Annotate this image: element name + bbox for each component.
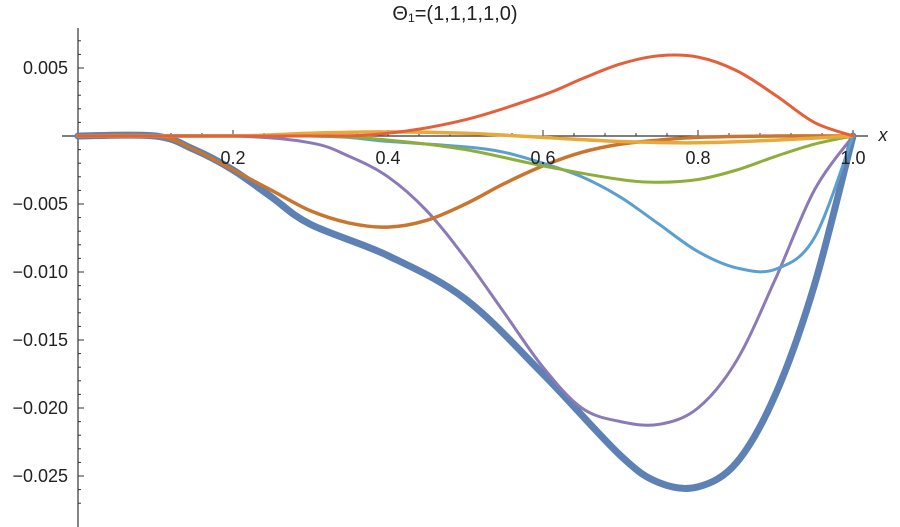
chart-title: Θ₁=(1,1,1,1,0) [392, 3, 517, 25]
x-tick-label: 0.4 [375, 148, 400, 168]
y-tick-label: −0.010 [12, 262, 68, 282]
tick-labels: 0.2 0.4 0.6 0.8 1.0 0.005 −0.005 −0.010 −0.015 −0… [12, 58, 865, 486]
x-tick-label: 1.0 [840, 148, 865, 168]
y-tick-label: −0.005 [12, 194, 68, 214]
series-line-7 [76, 53, 855, 138]
x-axis-label: x [878, 125, 889, 145]
x-tick-label: 0.6 [530, 148, 555, 168]
x-tick-label: 0.2 [220, 148, 245, 168]
y-tick-label: −0.015 [12, 330, 68, 350]
series-line-2 [76, 134, 855, 427]
x-tick-label: 0.8 [685, 148, 710, 168]
minor-ticks [78, 40, 854, 504]
y-tick-label: −0.020 [12, 398, 68, 418]
y-tick-label: −0.025 [12, 466, 68, 486]
series-layer [74, 53, 857, 492]
series-line-1 [74, 131, 857, 492]
series-line-3 [76, 133, 855, 229]
y-tick-label: 0.005 [23, 58, 68, 78]
ticks [78, 67, 854, 477]
